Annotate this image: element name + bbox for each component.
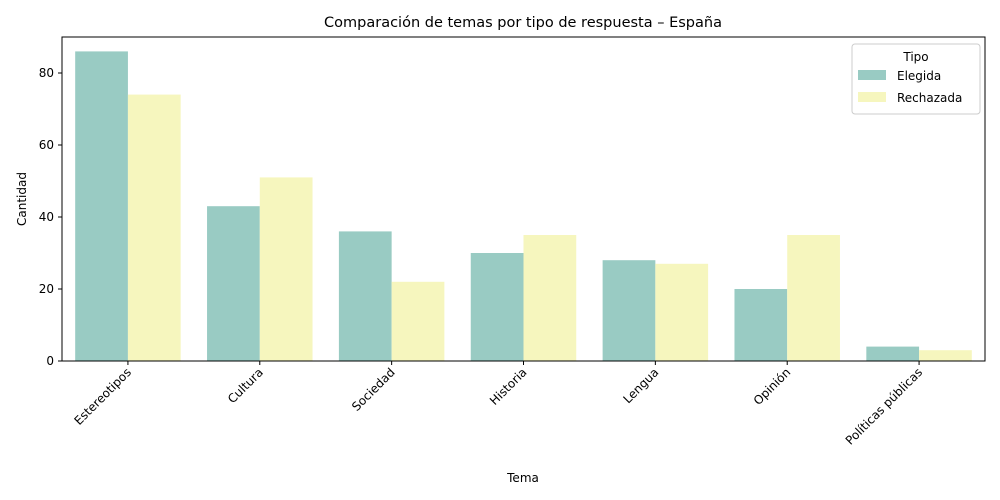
- y-tick-label: 80: [39, 66, 54, 80]
- bar-rechazada-historia: [523, 235, 577, 361]
- bars-group: [75, 51, 972, 362]
- y-tick-label: 60: [39, 138, 54, 152]
- bar-rechazada-lengua: [655, 263, 709, 361]
- bar-elegida-lengua: [602, 260, 656, 361]
- bar-elegida-politicas-publicas: [866, 346, 920, 361]
- x-tick-label-sociedad: Sociedad: [349, 365, 398, 414]
- x-tick-label-estereotipos: Estereotipos: [71, 365, 134, 428]
- y-axis: 0 20 40 60 80: [39, 66, 62, 368]
- y-tick-label: 0: [46, 354, 54, 368]
- y-tick-label: 40: [39, 210, 54, 224]
- bar-rechazada-politicas-publicas: [919, 350, 972, 361]
- x-tick-label-lengua: Lengua: [620, 365, 661, 406]
- x-axis: Estereotipos Cultura Sociedad Historia Lengu…: [71, 361, 925, 448]
- bar-rechazada-opinion: [787, 235, 840, 361]
- bar-elegida-opinion: [734, 289, 788, 361]
- x-tick-label-historia: Historia: [487, 365, 530, 408]
- bar-elegida-estereotipos: [75, 51, 128, 362]
- bar-elegida-sociedad: [338, 231, 392, 361]
- legend-title: Tipo: [902, 50, 928, 64]
- bar-rechazada-estereotipos: [127, 94, 181, 361]
- bar-rechazada-cultura: [259, 177, 313, 361]
- bar-elegida-cultura: [207, 206, 260, 361]
- legend-swatch-elegida: [858, 70, 886, 80]
- legend-label-rechazada: Rechazada: [897, 91, 962, 105]
- bar-rechazada-sociedad: [391, 281, 445, 361]
- legend-swatch-rechazada: [858, 92, 886, 102]
- legend: Tipo Elegida Rechazada: [851, 43, 981, 115]
- y-axis-label: Cantidad: [15, 172, 29, 226]
- bar-elegida-historia: [470, 253, 524, 361]
- legend-label-elegida: Elegida: [897, 69, 941, 83]
- y-tick-label: 20: [39, 282, 54, 296]
- x-tick-label-cultura: Cultura: [225, 365, 266, 406]
- x-axis-label: Tema: [506, 471, 539, 485]
- plot-frame: [61, 36, 986, 362]
- x-tick-label-politicas-publicas: Políticas públicas: [843, 365, 925, 447]
- x-tick-label-opinion: Opinión: [751, 365, 794, 408]
- chart-title: Comparación de temas por tipo de respues…: [324, 15, 722, 31]
